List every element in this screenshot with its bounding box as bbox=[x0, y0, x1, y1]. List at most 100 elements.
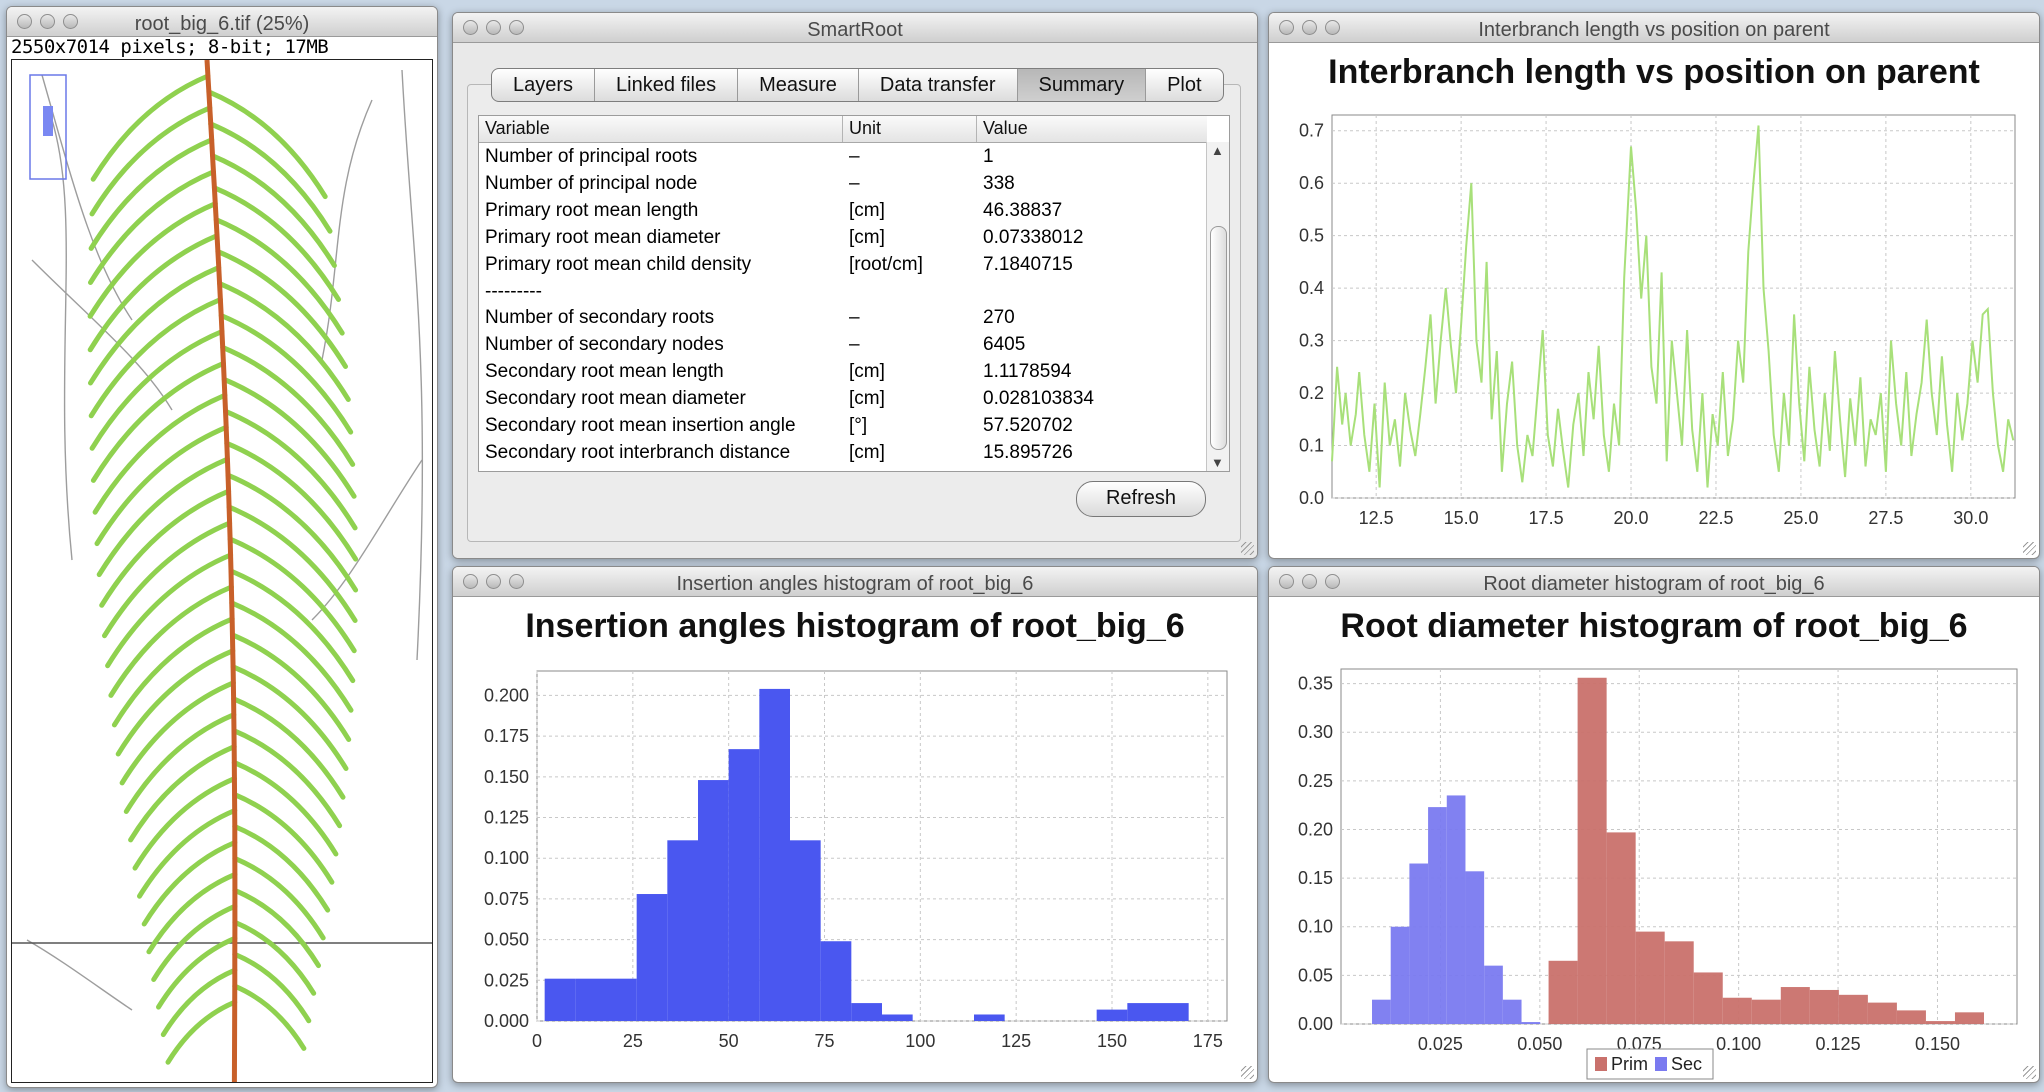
legend-swatch-prim bbox=[1595, 1057, 1607, 1071]
table-row[interactable]: Number of secondary roots – 270 bbox=[479, 304, 1207, 331]
zoom-icon[interactable] bbox=[63, 14, 78, 29]
histogram-bar bbox=[728, 749, 760, 1021]
minimize-icon[interactable] bbox=[1302, 20, 1317, 35]
cell-unit: – bbox=[849, 307, 860, 329]
lateral-root bbox=[90, 73, 211, 182]
tab-measure[interactable]: Measure bbox=[738, 69, 859, 101]
y-tick-label: 0.0 bbox=[1299, 488, 1324, 508]
lateral-root bbox=[89, 329, 225, 451]
prim-bar bbox=[1751, 999, 1781, 1024]
table-row[interactable]: Secondary root interbranch distance [cm] 1… bbox=[479, 439, 1207, 466]
lateral-root bbox=[211, 185, 341, 302]
y-tick-label: 0.000 bbox=[484, 1011, 529, 1031]
lateral-root bbox=[227, 536, 357, 654]
minimize-icon[interactable] bbox=[486, 574, 501, 589]
close-icon[interactable] bbox=[1279, 574, 1294, 589]
lateral-root bbox=[215, 249, 348, 369]
zoom-icon[interactable] bbox=[509, 20, 524, 35]
table-row[interactable]: --------- bbox=[479, 278, 1207, 305]
diameter-chart-title: Root diameter histogram of root_big_6 bbox=[1340, 607, 1968, 645]
scroll-down-icon[interactable]: ▼ bbox=[1211, 455, 1224, 470]
table-row[interactable]: Primary root mean diameter [cm] 0.07338012 bbox=[479, 224, 1207, 251]
table-row[interactable]: Primary root mean length [cm] 46.38837 bbox=[479, 197, 1207, 224]
image-info: 2550x7014 pixels; 8-bit; 17MB bbox=[11, 36, 329, 58]
y-tick-label: 0.175 bbox=[484, 726, 529, 746]
zoom-icon[interactable] bbox=[1325, 20, 1340, 35]
cell-variable: Number of secondary nodes bbox=[485, 334, 724, 356]
refresh-button[interactable]: Refresh bbox=[1076, 481, 1206, 517]
minimize-icon[interactable] bbox=[40, 14, 55, 29]
scroll-thumb[interactable] bbox=[1210, 226, 1227, 450]
y-tick-label: 0.05 bbox=[1298, 965, 1333, 985]
table-row[interactable]: Number of principal roots – 1 bbox=[479, 143, 1207, 170]
sec-bar bbox=[1484, 965, 1503, 1024]
diameter-window[interactable]: Root diameter histogram of root_big_6 Ro… bbox=[1268, 566, 2040, 1083]
lateral-root bbox=[217, 281, 351, 402]
cell-variable: Primary root mean diameter bbox=[485, 226, 721, 248]
y-tick-label: 0.7 bbox=[1299, 121, 1324, 141]
column-header-value[interactable]: Value bbox=[983, 118, 1028, 138]
y-tick-label: 0.2 bbox=[1299, 383, 1324, 403]
table-scrollbar[interactable]: ▲ ▼ bbox=[1206, 142, 1229, 471]
resize-grip-icon[interactable] bbox=[1241, 542, 1254, 555]
table-header: Variable Unit Value bbox=[479, 116, 1207, 143]
table-row[interactable]: Number of secondary nodes – 6405 bbox=[479, 331, 1207, 358]
x-tick-label: 12.5 bbox=[1359, 508, 1394, 528]
table-row[interactable]: Secondary root mean insertion angle [°] 57… bbox=[479, 412, 1207, 439]
resize-grip-icon[interactable] bbox=[2023, 1066, 2036, 1079]
table-row[interactable]: Secondary root mean length [cm] 1.1178594 bbox=[479, 358, 1207, 385]
image-window[interactable]: root_big_6.tif (25%) 2550x7014 pixels; 8… bbox=[6, 6, 438, 1088]
prim-bar bbox=[1606, 832, 1636, 1024]
root-image-canvas[interactable] bbox=[11, 59, 433, 1083]
zoom-icon[interactable] bbox=[1325, 574, 1340, 589]
lateral-root bbox=[206, 89, 328, 200]
y-tick-label: 0.1 bbox=[1299, 436, 1324, 456]
insertion-titlebar[interactable]: Insertion angles histogram of root_big_6 bbox=[453, 567, 1257, 597]
summary-table[interactable]: Variable Unit Value Number of principal … bbox=[478, 115, 1230, 472]
cell-value: 0.028103834 bbox=[983, 388, 1094, 410]
prim-bar bbox=[1548, 960, 1578, 1024]
minimize-icon[interactable] bbox=[486, 20, 501, 35]
insertion-chart: 0.000 0.025 0.050 0.075 0.100 0.125 0.150 0.175… bbox=[484, 670, 1228, 1051]
image-window-titlebar[interactable]: root_big_6.tif (25%) bbox=[7, 7, 437, 37]
close-icon[interactable] bbox=[463, 574, 478, 589]
tab-linked-files[interactable]: Linked files bbox=[595, 69, 739, 101]
interbranch-titlebar[interactable]: Interbranch length vs position on parent bbox=[1269, 13, 2039, 43]
column-header-variable[interactable]: Variable bbox=[485, 118, 550, 138]
close-icon[interactable] bbox=[17, 14, 32, 29]
scroll-up-icon[interactable]: ▲ bbox=[1211, 143, 1224, 158]
y-tick-label: 0.35 bbox=[1298, 674, 1333, 694]
tab-data-transfer[interactable]: Data transfer bbox=[859, 69, 1018, 101]
lateral-root bbox=[218, 313, 354, 435]
x-tick-label: 125 bbox=[1001, 1031, 1031, 1051]
lateral-root bbox=[88, 137, 215, 251]
interbranch-window[interactable]: Interbranch length vs position on parent… bbox=[1268, 12, 2040, 559]
smartroot-title: SmartRoot bbox=[807, 19, 903, 41]
y-tick-label: 0.200 bbox=[484, 685, 529, 705]
zoom-icon[interactable] bbox=[509, 574, 524, 589]
close-icon[interactable] bbox=[463, 20, 478, 35]
lateral-root bbox=[87, 201, 218, 319]
close-icon[interactable] bbox=[1279, 20, 1294, 35]
sec-bar bbox=[1390, 926, 1410, 1024]
column-header-unit[interactable]: Unit bbox=[849, 118, 882, 138]
tab-summary[interactable]: Summary bbox=[1017, 69, 1147, 101]
table-row[interactable]: Primary root mean child density [root/cm]… bbox=[479, 251, 1207, 278]
histogram-bar bbox=[698, 780, 729, 1021]
smartroot-window[interactable]: SmartRoot Layers Linked files Measure Da… bbox=[452, 12, 1258, 559]
table-row[interactable]: Secondary root mean diameter [cm] 0.028103… bbox=[479, 385, 1207, 412]
resize-grip-icon[interactable] bbox=[1241, 1066, 1254, 1079]
diameter-titlebar[interactable]: Root diameter histogram of root_big_6 bbox=[1269, 567, 2039, 597]
resize-grip-icon[interactable] bbox=[2023, 542, 2036, 555]
x-tick-label: 22.5 bbox=[1698, 508, 1733, 528]
table-row[interactable]: Number of principal node – 338 bbox=[479, 170, 1207, 197]
smartroot-titlebar[interactable]: SmartRoot bbox=[453, 13, 1257, 43]
tab-plot[interactable]: Plot bbox=[1167, 74, 1202, 96]
tab-layers[interactable]: Layers bbox=[492, 69, 596, 101]
minimize-icon[interactable] bbox=[1302, 574, 1317, 589]
lateral-root bbox=[141, 840, 238, 927]
insertion-window[interactable]: Insertion angles histogram of root_big_6… bbox=[452, 566, 1258, 1083]
prim-bar bbox=[1896, 1010, 1926, 1024]
cell-value: 15.895726 bbox=[983, 441, 1073, 463]
lateral-root bbox=[123, 712, 237, 814]
